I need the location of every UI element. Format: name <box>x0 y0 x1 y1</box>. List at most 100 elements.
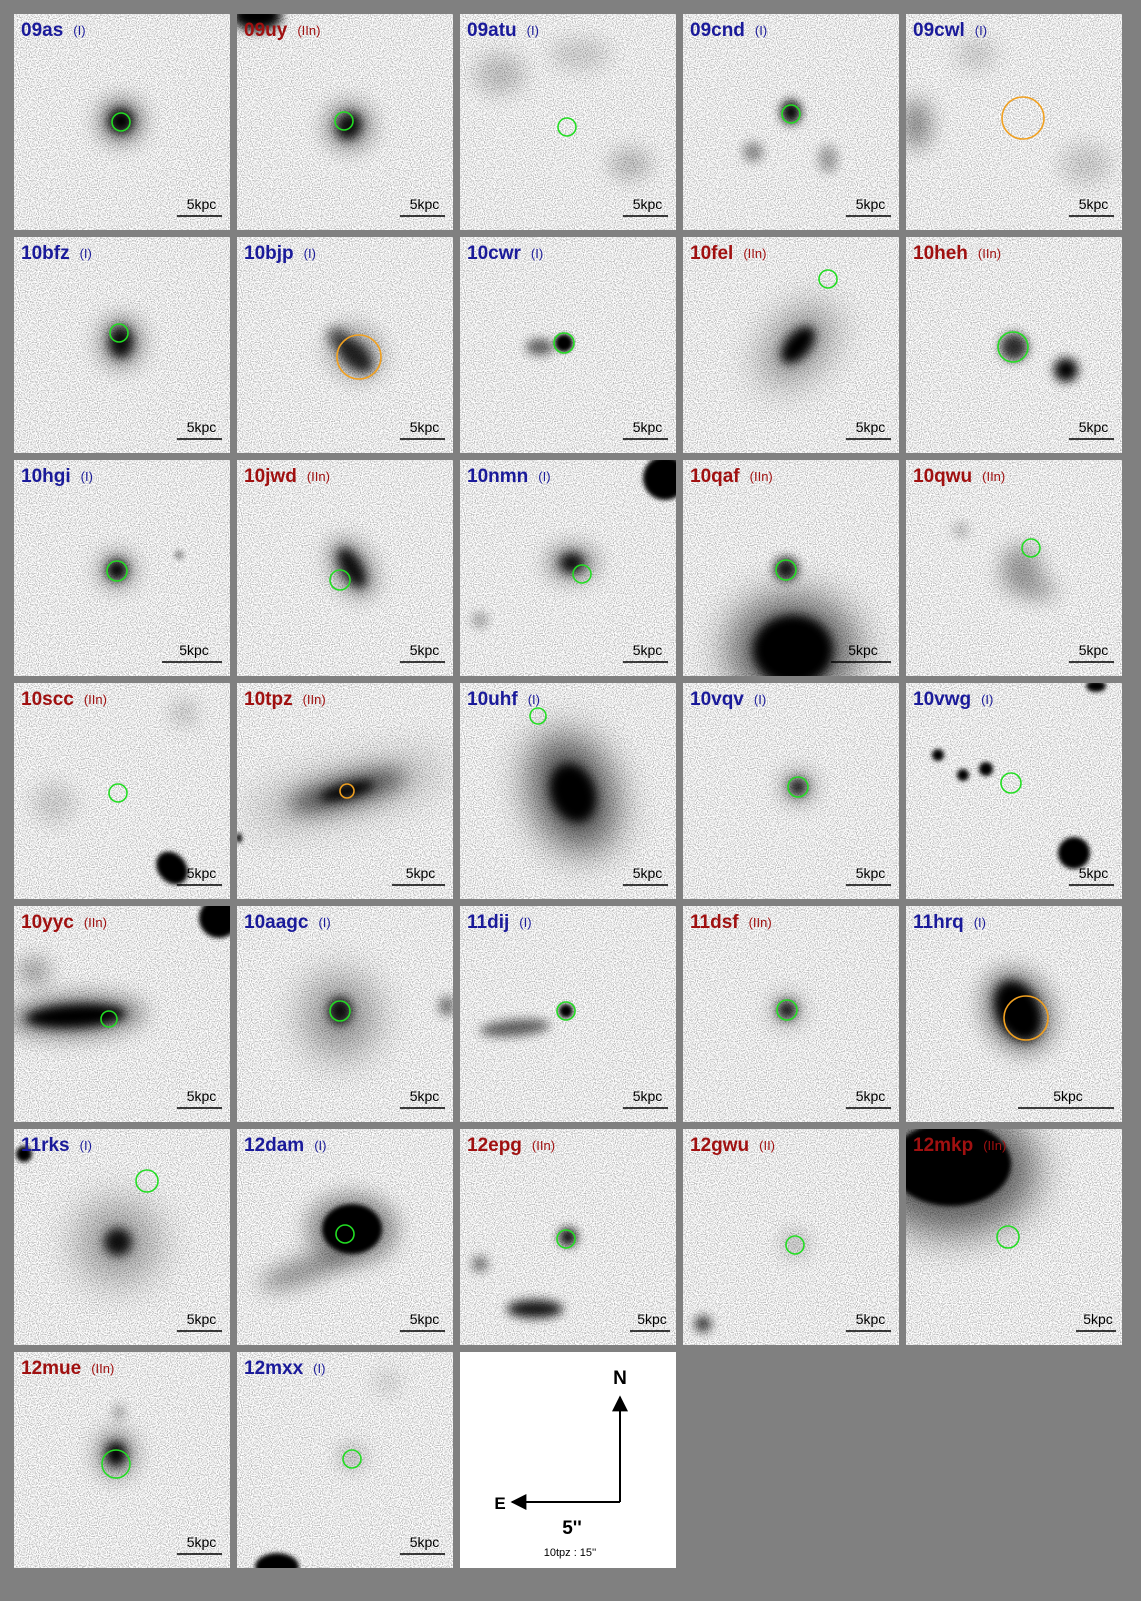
scale-label: 5kpc <box>187 1088 217 1104</box>
galaxy <box>34 783 74 823</box>
galaxy <box>771 994 803 1026</box>
sn-name: 10scc <box>21 689 74 710</box>
panel: 11rks (I) 5kpc <box>14 1129 230 1345</box>
panel: 10fel (IIn) 5kpc <box>683 237 899 453</box>
panel: 09cwl(I)5kpc <box>901 14 1122 230</box>
sn-class: (I) <box>755 23 767 38</box>
scale-label: 5kpc <box>633 642 663 658</box>
sn-class: (IIn) <box>307 469 330 484</box>
scale-label: 5kpc <box>410 1088 440 1104</box>
sn-name: 09uy <box>244 20 288 41</box>
sn-name: 12epg <box>467 1135 522 1156</box>
sn-class: (IIn) <box>978 246 1001 261</box>
scale-label: 5kpc <box>410 642 440 658</box>
galaxy <box>957 769 969 781</box>
sn-class: (IIn) <box>750 469 773 484</box>
sn-name: 12mue <box>21 1358 81 1379</box>
sn-class: (I) <box>80 246 92 261</box>
sn-name: 12gwu <box>690 1135 749 1156</box>
galaxy <box>472 612 488 628</box>
scale-label: 5kpc <box>187 1534 217 1550</box>
galaxy <box>1026 580 1056 600</box>
scale-label: 5kpc <box>410 419 440 435</box>
panel: 10vqv(I)5kpc <box>683 683 899 899</box>
scale-label: 5kpc <box>633 419 663 435</box>
scale-label: 5kpc <box>179 642 209 658</box>
sn-name: 10hgi <box>21 466 71 487</box>
panel: 10vwg(I)5kpc <box>906 680 1122 899</box>
galaxy <box>1086 680 1106 692</box>
sn-name: 10vqv <box>690 689 744 710</box>
galaxy <box>174 550 184 560</box>
galaxy <box>743 142 763 162</box>
sn-name: 11dsf <box>690 912 739 933</box>
sn-class: (I) <box>80 1138 92 1153</box>
sn-class: (I) <box>527 23 539 38</box>
sn-name: 10cwr <box>467 243 521 264</box>
panel: 10qwu(IIn)5kpc <box>906 460 1122 676</box>
panel: 09uy(IIn)5kpc <box>232 1 453 230</box>
galaxy <box>695 1316 711 1332</box>
panel: 12mkp(IIn)5kpc <box>866 1104 1122 1345</box>
panel: 10aagc(I)5kpc <box>237 906 455 1122</box>
panel: 11dsf(IIn)5kpc <box>683 906 899 1122</box>
panel: 12mxx(I)5kpc <box>237 1352 453 1581</box>
panel: 11hrq(I)5kpc <box>906 906 1122 1122</box>
galaxy <box>96 1430 136 1478</box>
galaxy <box>19 959 49 983</box>
sn-name: 10heh <box>913 243 968 264</box>
sn-name: 10yyc <box>21 912 74 933</box>
sn-class: (IIn) <box>983 1138 1006 1153</box>
scale-label: 5kpc <box>1083 1311 1113 1327</box>
sn-name: 10fel <box>690 243 733 264</box>
scale-label: 5kpc <box>187 1311 217 1327</box>
galaxy <box>325 102 373 150</box>
scale-label: 5kpc <box>856 1311 886 1327</box>
scale-label: 5kpc <box>1079 865 1109 881</box>
galaxy <box>1054 358 1078 382</box>
galaxy <box>979 762 993 776</box>
sn-name: 10jwd <box>244 466 297 487</box>
galaxy <box>956 39 996 69</box>
sn-class: (I) <box>528 692 540 707</box>
north-label: N <box>613 1368 627 1389</box>
scale-label: 5kpc <box>856 419 886 435</box>
panel: 10tpz(IIn)5kpc <box>236 683 453 899</box>
scale-label: 5kpc <box>406 865 436 881</box>
sn-class: (I) <box>313 1361 325 1376</box>
galaxy <box>818 145 838 173</box>
galaxy <box>610 150 650 178</box>
sn-name: 11rks <box>21 1135 70 1156</box>
panel: 10hgi(I)5kpc <box>14 460 230 676</box>
scale-label: 5kpc <box>637 1311 667 1327</box>
scale-label: 5kpc <box>187 196 217 212</box>
sn-name: 10bfz <box>21 243 70 264</box>
panel: 10bfz (I) 5kpc <box>14 237 230 453</box>
galaxy <box>1061 144 1111 184</box>
sn-class: (IIn) <box>297 23 320 38</box>
sn-name: 12dam <box>244 1135 304 1156</box>
scale-label: 5kpc <box>856 196 886 212</box>
sn-class: (I) <box>975 23 987 38</box>
scale-label: 5kpc <box>633 196 663 212</box>
sn-name: 10vwg <box>913 689 971 710</box>
sn-name: 10uhf <box>467 689 518 710</box>
galaxy <box>475 54 525 94</box>
galaxy <box>377 1372 397 1392</box>
panel: 10yyc(IIn)5kpc <box>5 898 239 1122</box>
sn-name: 10qaf <box>690 466 740 487</box>
sn-class: (IIn) <box>749 915 772 930</box>
panel: 10bjp(I)5kpc <box>237 237 453 453</box>
galaxy <box>439 996 455 1016</box>
sn-class: (IIn) <box>743 246 766 261</box>
east-label: E <box>494 1494 505 1513</box>
sn-class: (I) <box>754 692 766 707</box>
sn-name: 12mxx <box>244 1358 304 1379</box>
panel: 10nmn(I)5kpc <box>460 456 687 676</box>
galaxy <box>901 99 931 149</box>
scale-label: 5kpc <box>187 419 217 435</box>
galaxy <box>174 703 194 723</box>
sn-class: (I) <box>314 1138 326 1153</box>
scale-label: 5'' <box>562 1518 582 1539</box>
galaxy <box>782 771 814 803</box>
